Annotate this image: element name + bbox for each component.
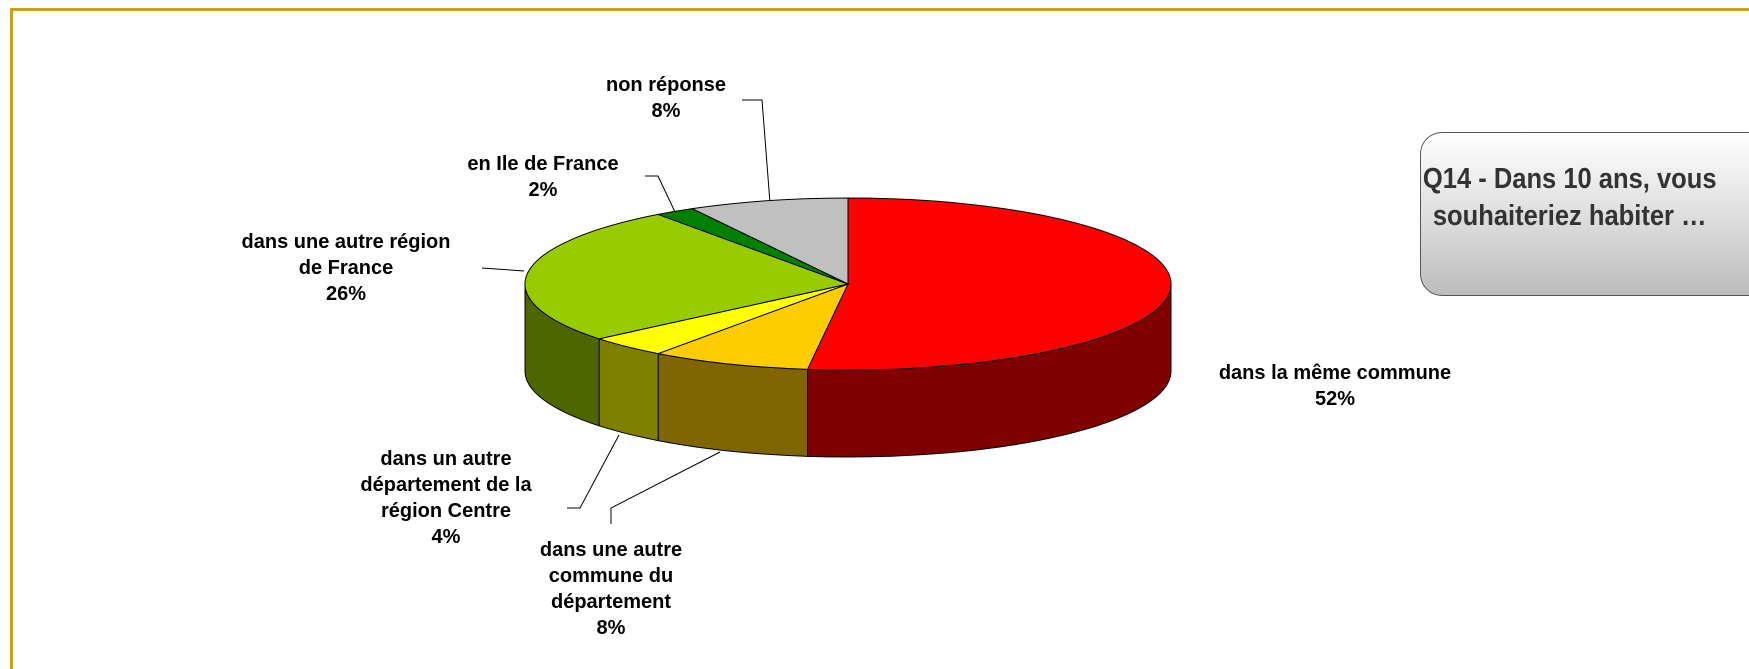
leader-line (567, 434, 620, 509)
slice-side (598, 338, 659, 442)
value-label: 26% (325, 283, 367, 305)
slice-label: dans un autre département de la région C… (360, 446, 531, 550)
value-label: 8% (596, 617, 626, 639)
slice-label: en Ile de France 2% (467, 151, 618, 203)
value-label: 8% (651, 100, 681, 122)
slice-label: dans une autre région de France 26% (242, 229, 451, 307)
leader-line (481, 267, 525, 272)
title-box: Q14 - Dans 10 ans, vous souhaiteriez hab… (1420, 132, 1749, 296)
slice (524, 213, 850, 340)
value-label: 2% (528, 179, 558, 201)
slice (690, 197, 849, 285)
slice-label: non réponse 8% (606, 72, 726, 124)
category-label: dans une autre région de France (241, 231, 451, 279)
category-label: non réponse (605, 74, 727, 96)
value-label: 52% (1314, 388, 1356, 410)
category-label: dans la même commune (1218, 362, 1452, 384)
slice-side (657, 352, 809, 457)
category-label: dans une autre commune du département (539, 539, 683, 613)
leader-lines (481, 99, 771, 524)
chart-title: Q14 - Dans 10 ans, vous souhaiteriez hab… (1422, 163, 1717, 232)
slice-label: dans une autre commune du département 8% (540, 537, 682, 641)
category-label: en Ile de France (467, 153, 619, 175)
slice (656, 283, 849, 370)
category-label: dans un autre département de la région C… (360, 448, 532, 522)
slice-label: dans la même commune 52% (1219, 360, 1451, 412)
value-label: 4% (431, 526, 461, 548)
leader-line (610, 451, 721, 524)
leader-line (645, 175, 676, 213)
leader-line (742, 99, 771, 204)
frame (10, 8, 1749, 669)
slice (806, 197, 1172, 371)
